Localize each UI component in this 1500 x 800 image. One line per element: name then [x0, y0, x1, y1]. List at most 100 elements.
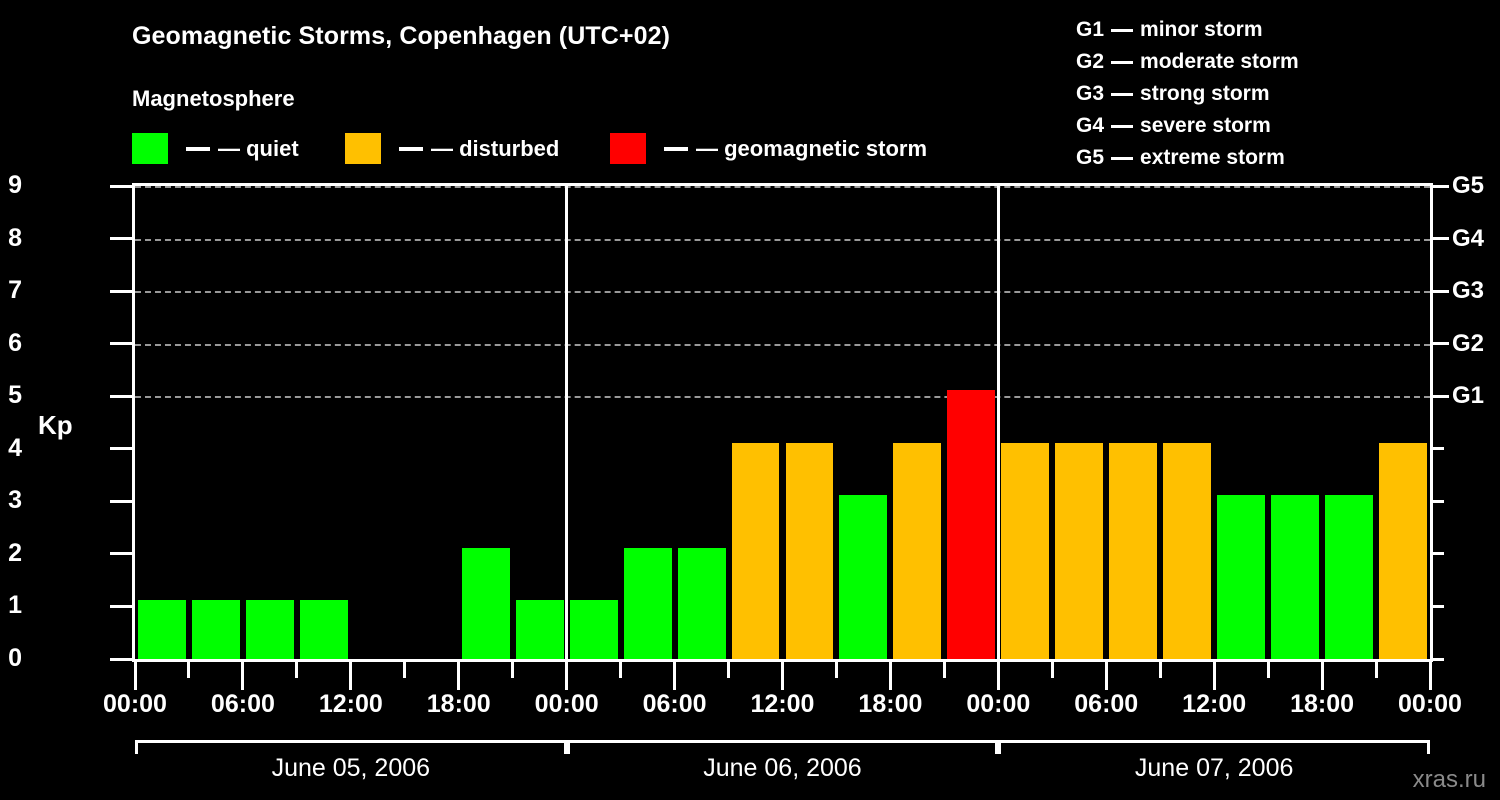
x-tick-label-0: 00:00	[103, 690, 167, 718]
legend-swatch-disturbed	[345, 133, 381, 164]
storm-scale-code: G4	[1076, 114, 1105, 137]
x-tick-label-11: 18:00	[1290, 690, 1355, 718]
em-dash-icon	[1111, 124, 1134, 128]
bar-jun06-15-18	[839, 495, 888, 659]
legend-swatch-quiet	[132, 133, 168, 164]
x-tick-minor-1	[187, 662, 191, 678]
storm-scale-row-g5: G5 extreme storm	[1076, 142, 1299, 174]
storm-scale-code: G3	[1076, 82, 1105, 105]
y-tick-7	[110, 289, 132, 293]
x-tick-major-0	[133, 662, 137, 690]
x-tick-label-7: 18:00	[858, 690, 923, 718]
gridline-kp-8	[135, 238, 1430, 241]
x-tick-major-12	[781, 662, 784, 690]
y-tick-label-4: 4	[8, 433, 22, 462]
x-tick-major-14	[888, 662, 892, 690]
x-tick-label-3: 18:00	[426, 690, 491, 718]
y-tick-label-2: 2	[8, 538, 22, 567]
legend-label-disturbed: — disturbed	[431, 135, 560, 161]
gridline-kp-5	[135, 396, 1430, 399]
em-dash-icon	[1111, 60, 1134, 64]
right-tick-g2	[1433, 342, 1449, 346]
bar-jun07-15-18	[1271, 495, 1320, 659]
x-tick-minor-19	[1158, 662, 1162, 678]
x-tick-minor-3	[295, 662, 299, 678]
day-label: June 05, 2006	[271, 754, 431, 782]
storm-scale-legend: G1 minor storm G2 moderate storm G3 strong st…	[1076, 14, 1299, 174]
x-tick-minor-7	[511, 662, 515, 678]
legend-label-storm: — geomagnetic storm	[696, 135, 928, 161]
x-tick-minor-9	[619, 662, 623, 678]
legend-label-quiet: — quiet	[218, 135, 299, 161]
x-tick-major-16	[996, 662, 1000, 690]
x-tick-major-24	[1428, 662, 1432, 690]
bar-jun06-03-06	[623, 547, 672, 659]
gridline-kp-6	[135, 343, 1430, 346]
legend-swatch-storm	[610, 133, 646, 164]
right-tick-kp-1	[1433, 604, 1444, 608]
bar-jun07-06-09	[1109, 442, 1158, 659]
bar-jun05-18-21	[461, 547, 510, 659]
legend-item-quiet: — quiet	[132, 133, 299, 164]
x-tick-major-22	[1320, 662, 1324, 690]
x-tick-minor-17	[1050, 662, 1054, 678]
watermark: xras.ru	[1412, 766, 1486, 793]
y-tick-3	[110, 499, 132, 503]
y-tick-8	[110, 237, 132, 241]
x-tick-minor-21	[1266, 662, 1270, 678]
storm-scale-desc: moderate storm	[1140, 50, 1299, 73]
x-tick-label-10: 12:00	[1182, 690, 1247, 718]
storm-scale-row-g4: G4 severe storm	[1076, 110, 1299, 142]
storm-scale-code: G5	[1076, 146, 1105, 169]
right-axis-label-g4: G4	[1452, 224, 1485, 252]
y-tick-1	[110, 604, 132, 608]
bar-jun07-09-12	[1163, 442, 1212, 659]
storm-scale-desc: severe storm	[1140, 114, 1271, 137]
x-tick-minor-15	[942, 662, 946, 678]
x-tick-major-18	[1104, 662, 1108, 690]
bar-jun06-21-24	[947, 390, 996, 659]
right-tick-g4	[1433, 237, 1449, 241]
storm-scale-desc: strong storm	[1140, 82, 1270, 105]
chart-subtitle: Magnetosphere	[132, 86, 295, 111]
bar-jun05-21-24	[515, 600, 564, 659]
x-tick-major-20	[1212, 662, 1216, 690]
y-tick-0	[110, 657, 132, 661]
x-tick-major-8	[565, 662, 569, 690]
legend-dash-icon	[399, 146, 423, 151]
right-tick-kp-4	[1433, 447, 1444, 451]
x-tick-minor-13	[834, 662, 838, 678]
x-tick-label-5: 06:00	[642, 690, 707, 718]
y-tick-4	[110, 447, 132, 451]
y-tick-label-6: 6	[8, 328, 22, 357]
day-separator	[565, 186, 569, 659]
storm-scale-desc: minor storm	[1140, 18, 1263, 41]
day-separator	[996, 186, 1000, 659]
x-tick-major-4	[349, 662, 353, 690]
right-axis-label-g5: G5	[1452, 172, 1485, 199]
right-tick-g5	[1433, 184, 1449, 188]
x-tick-label-4: 00:00	[534, 690, 599, 718]
bar-jun06-00-03	[569, 600, 618, 659]
x-tick-major-6	[457, 662, 461, 690]
x-tick-label-2: 12:00	[318, 690, 383, 718]
bar-jun05-03-06	[191, 600, 240, 659]
right-axis-label-g3: G3	[1452, 277, 1485, 305]
bar-jun07-18-21	[1325, 495, 1374, 659]
bar-jun06-12-15	[785, 442, 834, 659]
bar-jun05-09-12	[299, 600, 348, 659]
em-dash-icon	[1111, 28, 1134, 32]
y-tick-label-3: 3	[8, 486, 22, 515]
x-tick-minor-23	[1374, 662, 1378, 678]
x-tick-label-12: 00:00	[1398, 690, 1462, 718]
gridline-kp-7	[135, 291, 1430, 294]
right-tick-kp-0	[1433, 657, 1444, 661]
page-title: Geomagnetic Storms, Copenhagen (UTC+02)	[132, 22, 671, 50]
x-tick-minor-11	[727, 662, 731, 678]
legend-item-disturbed: — disturbed	[345, 133, 559, 164]
storm-scale-desc: extreme storm	[1140, 146, 1285, 169]
bar-jun06-06-09	[677, 547, 726, 659]
day-label: June 06, 2006	[703, 754, 862, 782]
chart-plot-area	[132, 183, 1433, 662]
bar-jun07-00-03	[1001, 442, 1050, 659]
